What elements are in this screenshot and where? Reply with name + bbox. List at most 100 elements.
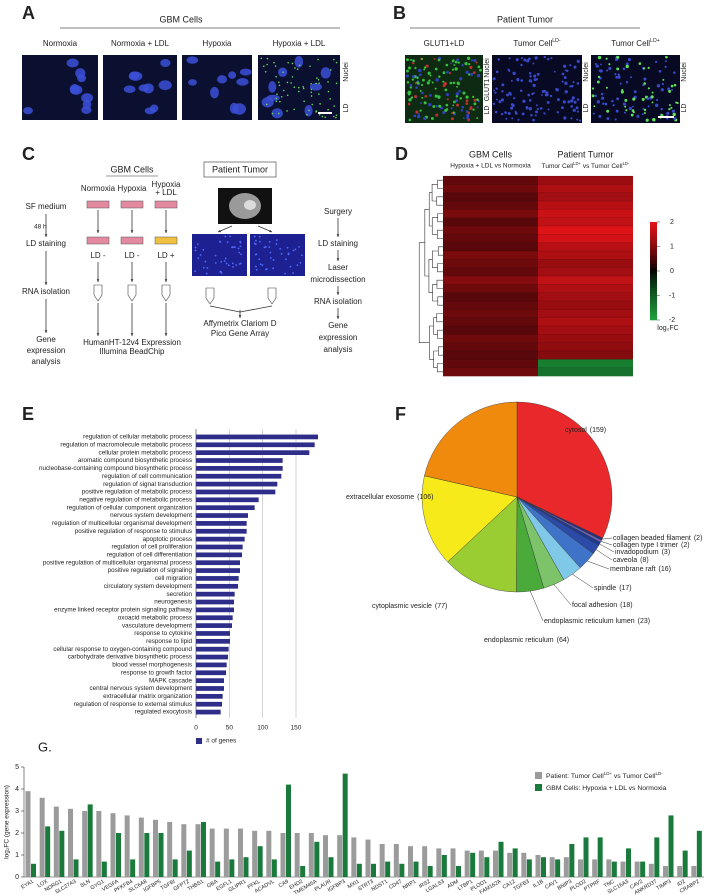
cell-dot <box>597 75 601 79</box>
lipid-droplet <box>318 93 320 95</box>
bar <box>196 528 247 534</box>
cell-dot <box>284 258 287 261</box>
step-label: LD staining <box>318 239 358 248</box>
bar <box>39 797 45 877</box>
cell-dot <box>450 62 453 65</box>
lipid-droplet <box>287 61 289 64</box>
bar <box>196 701 222 707</box>
lipid-droplet <box>296 68 299 71</box>
y-tick-label: extracellular matrix organization <box>103 693 192 700</box>
colorbar-step <box>650 275 657 279</box>
nucleus <box>129 71 140 80</box>
pie-slice <box>424 401 518 498</box>
x-tick-label: TNC <box>603 879 616 890</box>
colorbar-step <box>650 297 657 301</box>
channel-label: LD <box>343 104 350 113</box>
cell-dot <box>429 94 432 97</box>
slice-label: endoplasmic reticulum lumen (23) <box>544 618 650 625</box>
channel-label: Nuclei <box>583 62 590 82</box>
lipid-droplet <box>286 81 289 84</box>
cell-dot <box>204 260 207 263</box>
colorbar-step <box>650 317 657 321</box>
column-label: GLUT1+LD <box>424 39 465 48</box>
cell-dot <box>453 100 456 104</box>
cell-dot <box>438 104 442 108</box>
cell-dot <box>430 117 434 120</box>
nucleus <box>239 68 252 76</box>
cell-dot <box>570 99 574 103</box>
cell-dot <box>412 59 415 63</box>
bar <box>563 857 569 877</box>
cell-dot <box>520 79 524 82</box>
nucleus <box>228 71 237 79</box>
heatmap-cell <box>538 267 633 277</box>
cell-dot <box>562 100 566 104</box>
nucleus <box>70 84 83 95</box>
section-title: GBM Cells <box>110 164 154 174</box>
colorbar-step <box>650 261 657 264</box>
cell-dot <box>602 102 605 105</box>
cell-dot <box>418 73 422 77</box>
bar <box>691 866 697 877</box>
bar <box>266 830 272 877</box>
x-tick-label: CA9 <box>278 879 290 889</box>
bar <box>583 837 589 877</box>
cell-dot <box>598 114 602 118</box>
lipid-droplet <box>303 100 305 103</box>
cell-dot <box>450 117 454 121</box>
category-name: extracellular exosome <box>346 494 414 501</box>
cell-dot <box>535 104 538 107</box>
arrow-head <box>218 229 221 233</box>
heatmap-cell <box>443 284 538 293</box>
cell-dot <box>515 58 519 62</box>
cell-dot <box>529 75 532 78</box>
heatmap-cell <box>538 226 633 235</box>
cell-dot <box>437 58 441 62</box>
cell-dot <box>261 264 264 267</box>
category-name: focal adhesion <box>572 602 617 609</box>
leader-line <box>602 537 613 540</box>
cell-dot <box>545 91 549 95</box>
cell-dot <box>224 257 227 260</box>
bar <box>493 850 498 877</box>
bar <box>196 450 310 456</box>
y-tick-label: regulation of signal transduction <box>103 481 192 488</box>
cell-dot <box>591 87 595 90</box>
cell-dot <box>451 111 454 114</box>
bar <box>498 841 504 877</box>
cell-dot <box>289 265 292 268</box>
cell-dot <box>546 93 549 97</box>
cell-dot <box>510 79 513 82</box>
cell-dot <box>501 90 504 93</box>
cell-dot <box>407 66 411 70</box>
bar <box>470 852 476 877</box>
cell-dot <box>225 262 228 265</box>
cell-dot <box>647 87 650 90</box>
cell-dot <box>670 106 673 109</box>
cell-dot <box>517 118 520 121</box>
cell-dot <box>465 70 469 74</box>
dendrogram <box>432 284 438 302</box>
cell-dot <box>205 272 208 275</box>
cell-dot <box>434 67 438 71</box>
bar <box>521 852 527 877</box>
cell-dot <box>413 114 417 118</box>
lipid-droplet <box>265 103 268 106</box>
bar <box>196 489 276 495</box>
category-name: spindle <box>594 585 616 592</box>
section-title: Patient Tumor <box>212 164 268 174</box>
cell-dot <box>632 105 634 108</box>
cell-dot <box>495 70 499 74</box>
cell-dot <box>468 73 471 76</box>
bar <box>456 866 461 877</box>
dendrogram <box>437 179 443 189</box>
heatmap-cell <box>538 251 633 260</box>
cell-dot <box>614 73 617 76</box>
step-label: analysis <box>324 345 353 354</box>
heatmap-cell <box>443 267 538 277</box>
cell-dot <box>631 109 635 113</box>
nucleus <box>232 103 246 115</box>
nucleus <box>186 56 199 64</box>
bar <box>271 859 277 877</box>
heatmap-cell <box>443 259 538 268</box>
